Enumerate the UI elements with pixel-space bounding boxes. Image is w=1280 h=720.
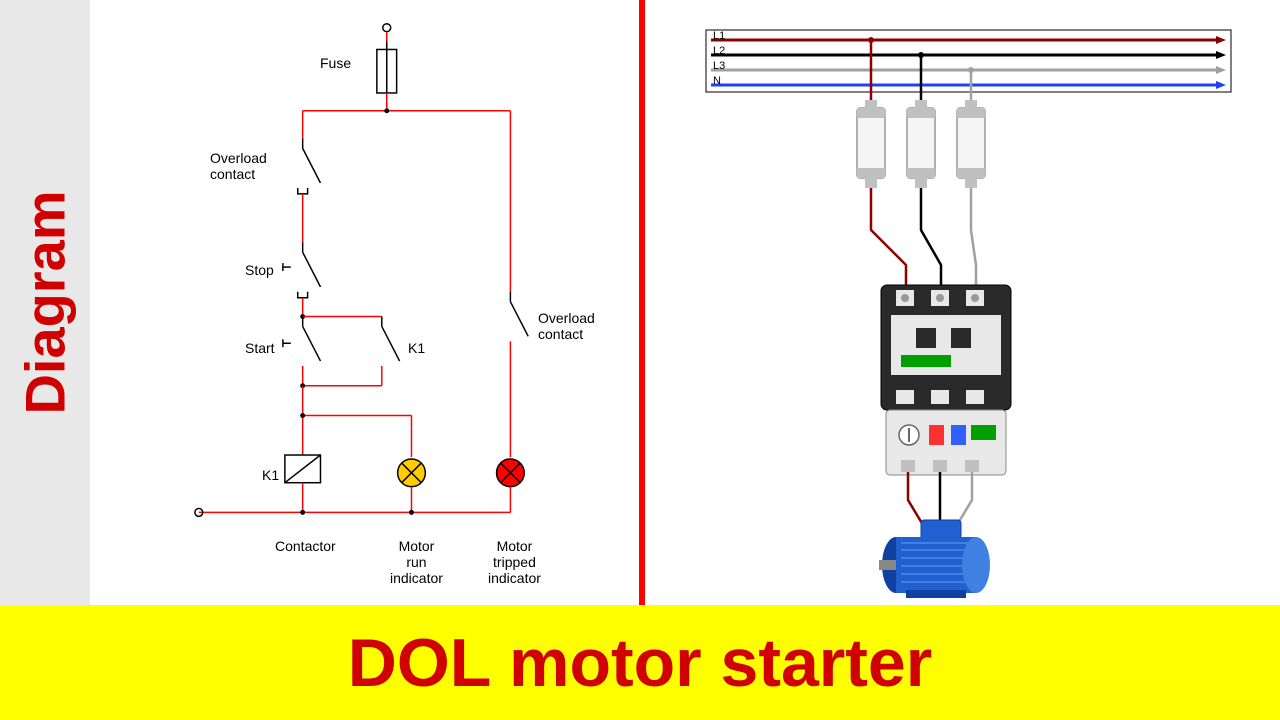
sidebar-label: Diagram xyxy=(13,190,78,414)
label-l3: L3 xyxy=(713,60,725,72)
control-schematic xyxy=(90,0,639,598)
label-motor-run: Motor run indicator xyxy=(390,538,443,586)
label-fuse: Fuse xyxy=(320,55,351,71)
label-l2: L2 xyxy=(713,45,725,57)
label-n: N xyxy=(713,75,721,87)
label-l1: L1 xyxy=(713,30,725,42)
label-overload-right: Overload contact xyxy=(538,310,595,342)
power-wiring xyxy=(651,0,1280,605)
bottom-title-bar: DOL motor starter xyxy=(0,605,1280,720)
label-stop: Stop xyxy=(245,262,274,278)
label-k1-hold: K1 xyxy=(408,340,425,356)
label-start: Start xyxy=(245,340,275,356)
fuse-2 xyxy=(907,100,935,188)
motor xyxy=(879,520,990,598)
label-overload-left: Overload contact xyxy=(210,150,267,182)
label-k1-coil: K1 xyxy=(262,467,279,483)
label-contactor: Contactor xyxy=(275,538,336,554)
wiring-panel: L1 L2 L3 N xyxy=(651,0,1280,605)
contactor-assembly xyxy=(881,285,1011,475)
sidebar: Diagram xyxy=(0,0,90,605)
schematic-panel: Fuse Overload contact Stop Start K1 K1 O… xyxy=(90,0,645,605)
fuse-3 xyxy=(957,100,985,188)
label-motor-tripped: Motor tripped indicator xyxy=(488,538,541,586)
bottom-title: DOL motor starter xyxy=(348,624,932,702)
fuse-1 xyxy=(857,100,885,188)
